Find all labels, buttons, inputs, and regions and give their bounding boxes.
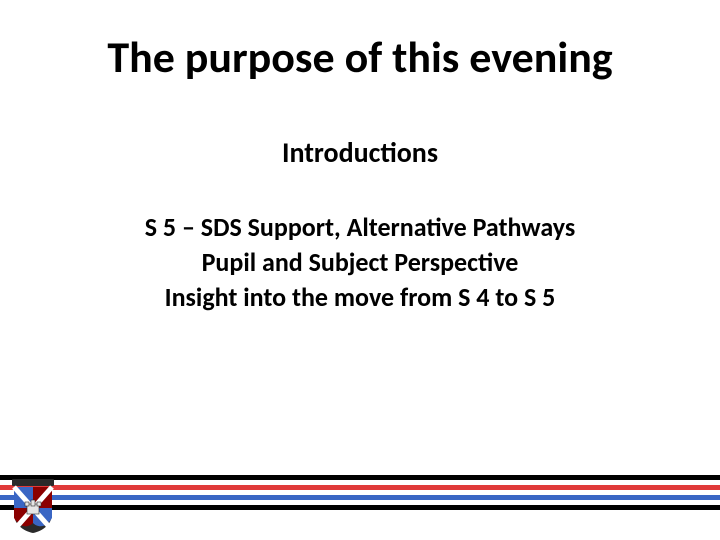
slide-body: S 5 – SDS Support, Alternative Pathways … — [0, 210, 720, 315]
title-text: The purpose of this evening — [107, 30, 612, 84]
slide-subtitle: Introductions — [0, 135, 720, 170]
footer-line-7 — [0, 505, 720, 510]
body-line-2: Pupil and Subject Perspective — [0, 245, 720, 280]
footer-stripe — [0, 475, 720, 510]
subtitle-text: Introductions — [282, 135, 438, 170]
crest-icon — [10, 478, 56, 534]
body-line-3: Insight into the move from S 4 to S 5 — [0, 280, 720, 315]
body-line-1: S 5 – SDS Support, Alternative Pathways — [0, 210, 720, 245]
slide-title: The purpose of this evening — [0, 30, 720, 84]
slide: The purpose of this evening Introduction… — [0, 0, 720, 540]
